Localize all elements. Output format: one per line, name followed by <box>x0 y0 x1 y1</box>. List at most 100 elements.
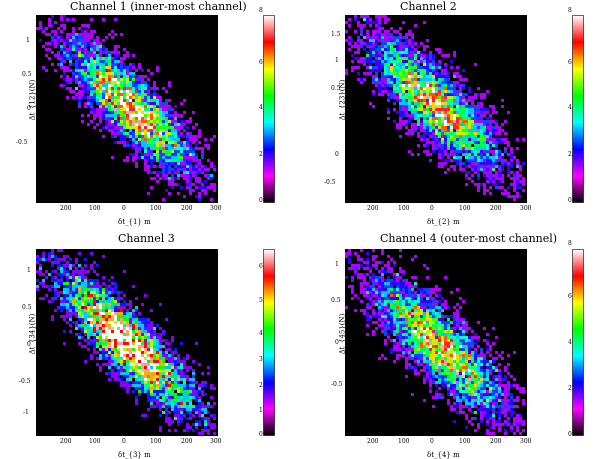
heatmap-cell <box>483 192 486 195</box>
heatmap-cell <box>417 357 420 360</box>
heatmap-cell <box>84 327 87 330</box>
heatmap-cell <box>147 126 150 129</box>
heatmap-cell <box>432 126 435 129</box>
colorbar-2 <box>572 15 584 203</box>
heatmap-cell <box>387 90 390 93</box>
heatmap-cell <box>414 96 417 99</box>
heatmap-cell <box>156 342 159 345</box>
heatmap-cell <box>108 291 111 294</box>
heatmap-cell <box>111 120 114 123</box>
heatmap-cell <box>180 162 183 165</box>
heatmap-cell <box>69 306 72 309</box>
heatmap-cells <box>345 249 525 435</box>
panel-1-ytick: 0.5 <box>22 71 32 78</box>
heatmap-cell <box>90 51 93 54</box>
heatmap-cell <box>423 312 426 315</box>
heatmap-cell <box>393 360 396 363</box>
heatmap-cell <box>186 165 189 168</box>
heatmap-cell <box>72 288 75 291</box>
heatmap-cell <box>444 102 447 105</box>
heatmap-cell <box>405 69 408 72</box>
heatmap-cell <box>384 66 387 69</box>
heatmap-cell <box>117 339 120 342</box>
heatmap-cell <box>435 321 438 324</box>
heatmap-cell <box>459 108 462 111</box>
heatmap-cell <box>105 78 108 81</box>
heatmap-cell <box>462 162 465 165</box>
heatmap-cell <box>69 285 72 288</box>
heatmap-cell <box>426 153 429 156</box>
heatmap-cell <box>384 87 387 90</box>
heatmap-cell <box>138 111 141 114</box>
heatmap-cell <box>498 180 501 183</box>
heatmap-cell <box>456 321 459 324</box>
heatmap-cell <box>381 48 384 51</box>
heatmap-cell <box>144 378 147 381</box>
heatmap-cell <box>435 123 438 126</box>
heatmap-cell <box>183 375 186 378</box>
heatmap-cell <box>381 288 384 291</box>
heatmap-cell <box>444 120 447 123</box>
heatmap-cell <box>123 129 126 132</box>
heatmap-cell <box>153 396 156 399</box>
heatmap-cell <box>366 51 369 54</box>
heatmap-cell <box>150 372 153 375</box>
heatmap-cell <box>132 357 135 360</box>
heatmap-cell <box>153 171 156 174</box>
heatmap-cell <box>369 51 372 54</box>
heatmap-cell <box>111 90 114 93</box>
heatmap-cell <box>423 123 426 126</box>
heatmap-cell <box>165 348 168 351</box>
heatmap-cell <box>117 363 120 366</box>
heatmap-cell <box>501 165 504 168</box>
heatmap-cell <box>516 147 519 150</box>
heatmap-cell <box>498 363 501 366</box>
heatmap-cell <box>93 282 96 285</box>
heatmap-cell <box>372 105 375 108</box>
heatmap-cell <box>486 120 489 123</box>
heatmap-cell <box>438 81 441 84</box>
heatmap-cell <box>102 312 105 315</box>
heatmap-cell <box>87 123 90 126</box>
heatmap-cell <box>168 150 171 153</box>
heatmap-cell <box>69 63 72 66</box>
heatmap-cell <box>378 282 381 285</box>
heatmap-cell <box>111 282 114 285</box>
heatmap-cell <box>183 165 186 168</box>
heatmap-cell <box>156 402 159 405</box>
heatmap-cell <box>123 342 126 345</box>
heatmap-cell <box>147 348 150 351</box>
heatmap-cell <box>405 45 408 48</box>
heatmap-cell <box>444 129 447 132</box>
heatmap-cell <box>396 312 399 315</box>
heatmap-cell <box>396 276 399 279</box>
heatmap-cell <box>177 393 180 396</box>
heatmap-cell <box>426 132 429 135</box>
heatmap-cell <box>102 288 105 291</box>
heatmap-cell <box>198 162 201 165</box>
heatmap-cell <box>504 150 507 153</box>
heatmap-cell <box>174 117 177 120</box>
heatmap-cell <box>93 66 96 69</box>
heatmap-cell <box>498 186 501 189</box>
heatmap-cell <box>51 297 54 300</box>
heatmap-cell <box>207 144 210 147</box>
heatmap-cell <box>63 285 66 288</box>
heatmap-cell <box>102 96 105 99</box>
heatmap-cell <box>72 90 75 93</box>
heatmap-cell <box>108 72 111 75</box>
heatmap-cell <box>474 357 477 360</box>
heatmap-cell <box>78 27 81 30</box>
colorbar-2-tick: 2 <box>568 151 572 158</box>
heatmap-cell <box>393 312 396 315</box>
heatmap-cell <box>174 123 177 126</box>
heatmap-cell <box>453 327 456 330</box>
heatmap-cell <box>174 393 177 396</box>
heatmap-cell <box>441 126 444 129</box>
heatmap-cell <box>93 309 96 312</box>
colorbar-1 <box>263 15 275 203</box>
heatmap-cell <box>198 384 201 387</box>
heatmap-cell <box>417 363 420 366</box>
heatmap-cell <box>180 144 183 147</box>
heatmap-cell <box>51 39 54 42</box>
